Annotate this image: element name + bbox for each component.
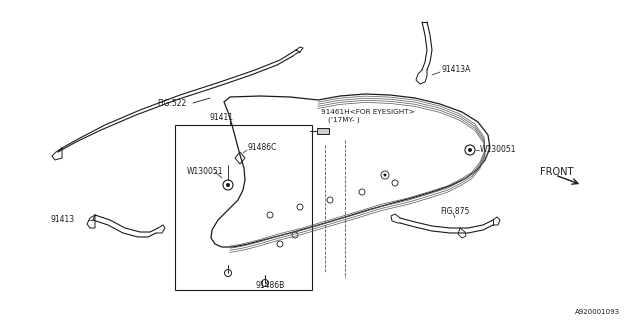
Circle shape: [383, 173, 387, 177]
Bar: [175, 125, 312, 290]
Text: W130051: W130051: [480, 146, 516, 155]
Text: ('17MY- ): ('17MY- ): [328, 117, 360, 123]
Bar: [317, 128, 329, 134]
Text: 91486C: 91486C: [247, 143, 276, 153]
Text: FRONT: FRONT: [540, 167, 573, 177]
Text: W130051: W130051: [187, 167, 223, 177]
Text: FIG.875: FIG.875: [440, 207, 469, 217]
Text: FIG.522: FIG.522: [157, 99, 186, 108]
Circle shape: [226, 183, 230, 187]
Text: A920001093: A920001093: [575, 309, 620, 315]
Text: 91413: 91413: [51, 215, 75, 225]
Text: 91413A: 91413A: [442, 66, 472, 75]
Text: 91411: 91411: [210, 114, 234, 123]
Text: 91486B: 91486B: [255, 282, 284, 291]
Circle shape: [468, 148, 472, 152]
Text: 91461H<FOR EYESIGHT>: 91461H<FOR EYESIGHT>: [321, 109, 415, 115]
